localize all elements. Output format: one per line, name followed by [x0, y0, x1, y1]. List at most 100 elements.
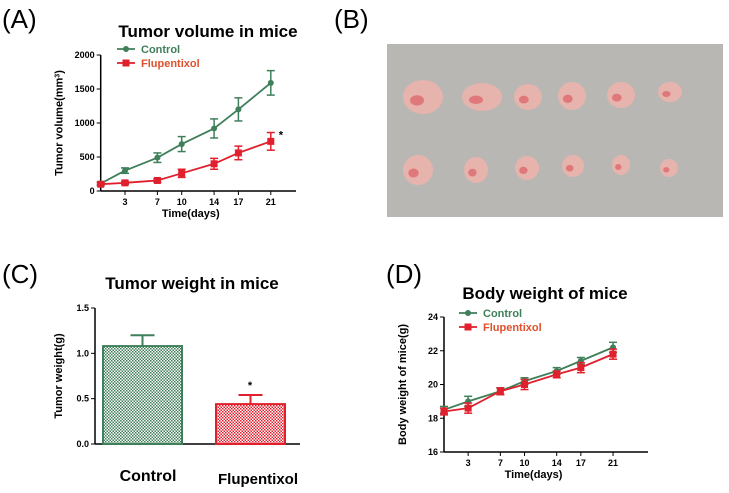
chart-title: Body weight of mice [462, 284, 627, 303]
y-axis-label: Tumor weight(g) [53, 333, 65, 419]
tumor-photo [387, 44, 723, 217]
tumor-specimen [658, 82, 682, 102]
y-tick-label: 16 [428, 447, 438, 457]
tumor-specimen [612, 155, 630, 175]
chart-title: Tumor volume in mice [118, 22, 297, 41]
y-tick-label: 18 [428, 413, 438, 423]
tumor-blood-spot [662, 91, 671, 97]
data-point [521, 381, 528, 388]
tumor-blood-spot [519, 166, 528, 174]
panel-label-c: (C) [2, 259, 38, 289]
tumor-blood-spot [562, 94, 573, 104]
y-tick-label: 24 [428, 312, 438, 322]
body-weight-chart: Body weight of mice 16 18 20 22 24 3 7 10 14 17 21 T… [397, 284, 648, 481]
legend-label: Control [141, 44, 180, 56]
x-axis-label: Time(days) [162, 208, 220, 220]
y-tick-label: 1500 [75, 84, 95, 94]
significance-marker: * [248, 380, 253, 392]
data-point [609, 350, 617, 358]
data-point [234, 149, 242, 157]
tumor-volume-chart: Tumor volume in mice 0 500 1000 1500 2000 3 7 10… [54, 22, 298, 220]
tumor-specimen [403, 155, 433, 185]
tumor-blood-spot [565, 164, 574, 172]
tumor-specimen [403, 80, 443, 114]
y-tick-label: 1.5 [76, 303, 89, 313]
data-point [440, 408, 448, 415]
legend-marker [465, 310, 471, 316]
tumor-weight-chart: Tumor weight in mice 0.0 0.5 1.0 1.5 Tumor we… [53, 274, 300, 488]
x-tick-label: 17 [576, 458, 586, 468]
bar-flupentixol [215, 403, 286, 445]
data-point [235, 106, 242, 113]
data-point [154, 154, 161, 161]
x-tick-label: 14 [552, 458, 562, 468]
x-tick-label: 10 [177, 197, 187, 207]
panel-label-d: (D) [386, 259, 422, 289]
data-point [577, 364, 585, 372]
x-tick-label: 3 [466, 458, 471, 468]
data-point [553, 370, 561, 378]
data-point [178, 141, 185, 148]
category-label: Flupentixol [218, 471, 298, 488]
y-axis-label: Body weight of mice(g) [397, 324, 409, 445]
data-point [267, 79, 274, 86]
panel-label-b: (B) [334, 4, 369, 34]
y-axis-label: Tumor volume(mm3) [54, 70, 66, 176]
category-label: Control [120, 468, 177, 485]
x-tick-label: 10 [519, 458, 529, 468]
y-tick-label: 0.5 [76, 394, 89, 404]
tumor-specimen [660, 159, 678, 177]
x-tick-label: 7 [155, 197, 160, 207]
legend-label: Control [483, 308, 522, 320]
x-tick-label: 14 [209, 197, 219, 207]
y-tick-label: 1000 [75, 118, 95, 128]
tumor-specimen [607, 82, 635, 108]
y-tick-label: 1.0 [76, 348, 89, 358]
data-point [121, 179, 129, 187]
y-tick-label: 500 [80, 152, 95, 162]
data-point [496, 387, 504, 395]
x-tick-label: 3 [122, 197, 127, 207]
tumor-blood-spot [469, 95, 483, 105]
bar-control [102, 345, 183, 445]
tumor-specimen [515, 156, 539, 180]
x-tick-label: 7 [498, 458, 503, 468]
tumor-specimen [558, 82, 586, 110]
data-point [210, 160, 218, 168]
legend-label: Flupentixol [483, 322, 542, 334]
data-point [211, 125, 218, 132]
series-line-a-1 [100, 140, 272, 186]
chart-title: Tumor weight in mice [105, 274, 278, 293]
y-tick-label: 0.0 [76, 439, 89, 449]
data-point [153, 176, 161, 184]
x-tick-label: 21 [608, 458, 618, 468]
data-point [178, 169, 186, 177]
x-tick-label: 21 [266, 197, 276, 207]
legend-marker [123, 46, 129, 52]
data-point [97, 180, 105, 188]
x-tick-label: 17 [233, 197, 243, 207]
tumor-blood-spot [408, 168, 419, 178]
tumor-blood-spot [410, 95, 424, 106]
tumor-specimen [462, 83, 502, 111]
legend-marker [464, 323, 472, 331]
y-tick-label: 20 [428, 380, 438, 390]
x-axis-label: Time(days) [505, 469, 563, 481]
y-tick-label: 2000 [75, 50, 95, 60]
legend-label: Flupentixol [141, 58, 200, 70]
tumor-blood-spot [468, 168, 477, 177]
tumor-blood-spot [663, 167, 670, 173]
data-point [464, 404, 472, 412]
data-point [122, 167, 128, 174]
tumor-specimen [562, 155, 584, 177]
tumor-blood-spot [518, 95, 529, 104]
tumor-specimen [464, 157, 488, 183]
photo-background [387, 44, 723, 217]
panel-label-a: (A) [2, 4, 37, 34]
tumor-blood-spot [611, 93, 622, 102]
y-tick-label: 22 [428, 346, 438, 356]
data-point [267, 137, 275, 145]
legend-marker [122, 59, 130, 67]
tumor-blood-spot [615, 164, 622, 170]
